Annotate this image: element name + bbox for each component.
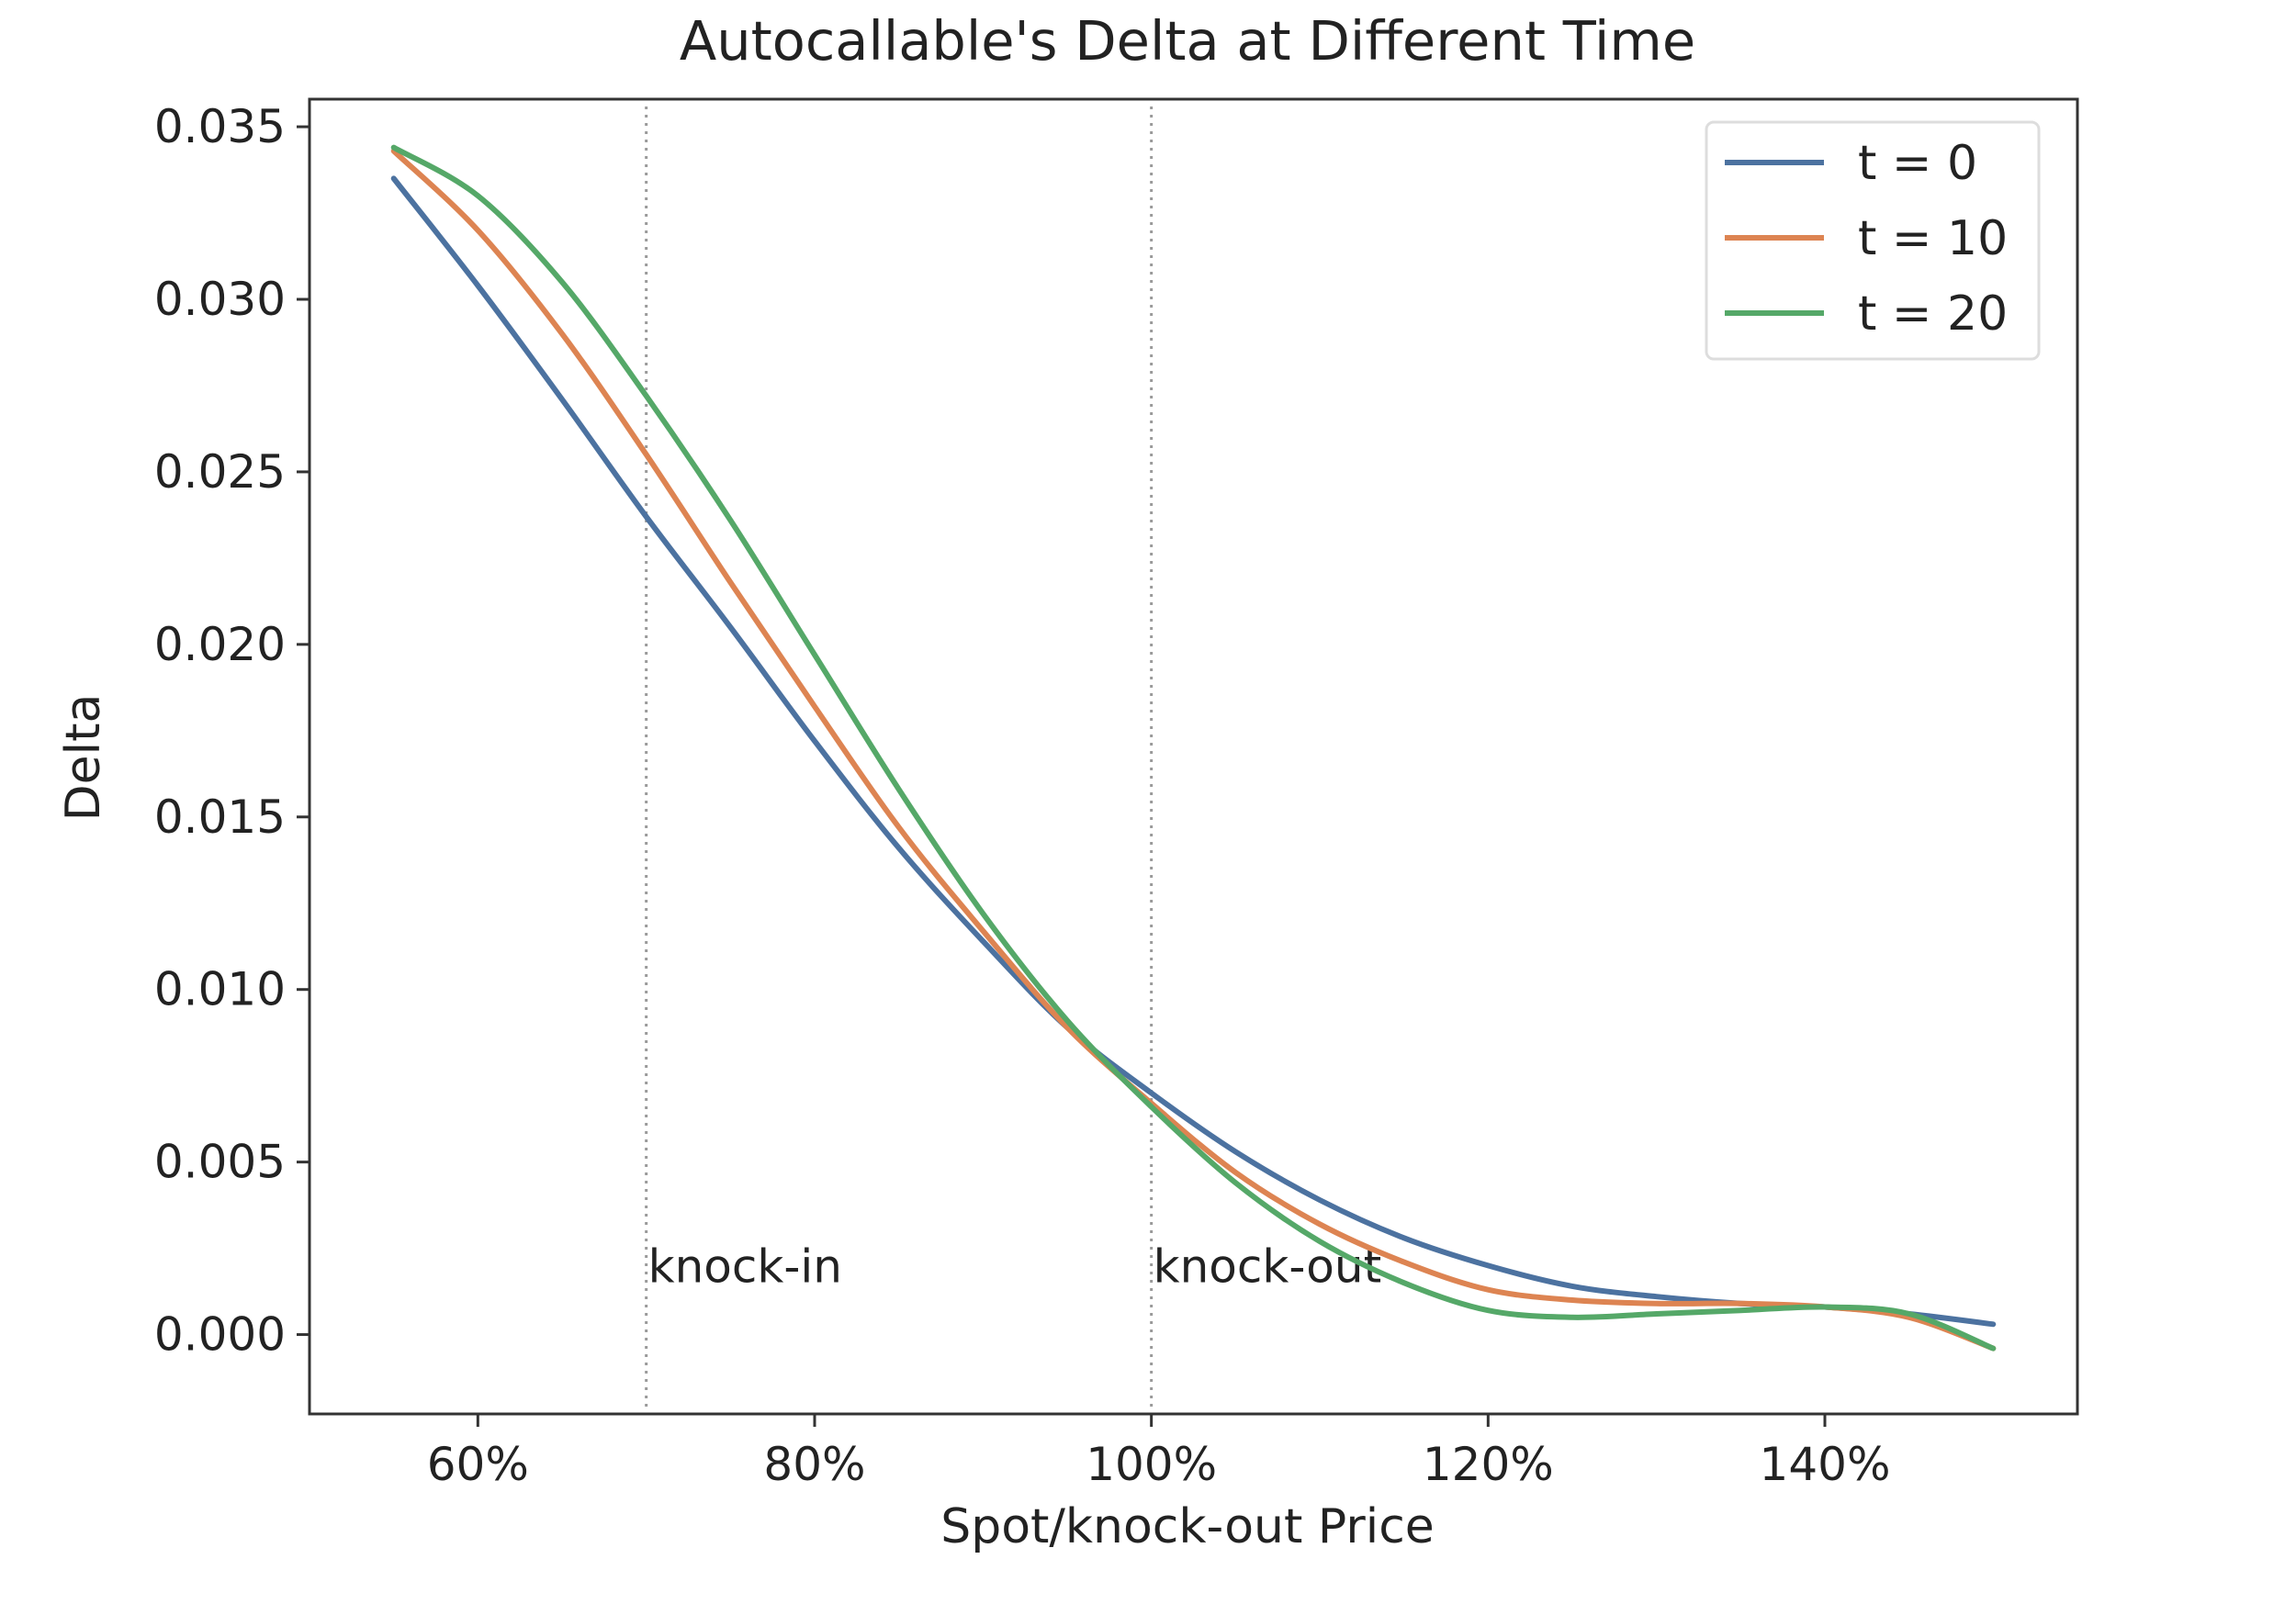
x-tick-label: 80%: [763, 1438, 865, 1491]
annotation-knock-in: knock-in: [648, 1239, 842, 1293]
y-tick-label: 0.030: [154, 273, 286, 326]
x-tick-label: 60%: [427, 1438, 529, 1491]
y-tick-label: 0.025: [154, 445, 286, 499]
y-tick-label: 0.000: [154, 1308, 286, 1362]
legend-label-3: t = 20: [1858, 286, 2008, 342]
y-tick-label: 0.035: [154, 100, 286, 153]
plot-area: 0.000 0.005 0.010 0.015 0.020 0.025 0.030 0.035…: [154, 97, 2079, 1491]
legend-box: [1705, 120, 2041, 361]
x-axis-label: Spot/knock-out Price: [940, 1499, 1435, 1554]
annotation-knock-out: knock-out: [1154, 1239, 1382, 1293]
legend: t = 0 t = 10 t = 20: [1705, 120, 2041, 361]
y-tick-label: 0.020: [154, 618, 286, 671]
y-tick-label: 0.010: [154, 963, 286, 1016]
legend-label-2: t = 10: [1858, 211, 2008, 266]
chart-title: Autocallable's Delta at Different Time: [680, 9, 1695, 73]
x-tick-label: 140%: [1760, 1438, 1891, 1491]
y-tick-label: 0.015: [154, 791, 286, 844]
series-line-1: [390, 175, 1997, 1328]
y-axis-label: Delta: [56, 694, 111, 822]
legend-label-1: t = 0: [1858, 136, 1977, 191]
plot-frame: [308, 97, 2079, 1416]
y-tick-label: 0.005: [154, 1136, 286, 1189]
x-tick-label: 100%: [1086, 1438, 1217, 1491]
x-tick-label: 120%: [1423, 1438, 1554, 1491]
series-line-3: [390, 144, 1997, 1352]
